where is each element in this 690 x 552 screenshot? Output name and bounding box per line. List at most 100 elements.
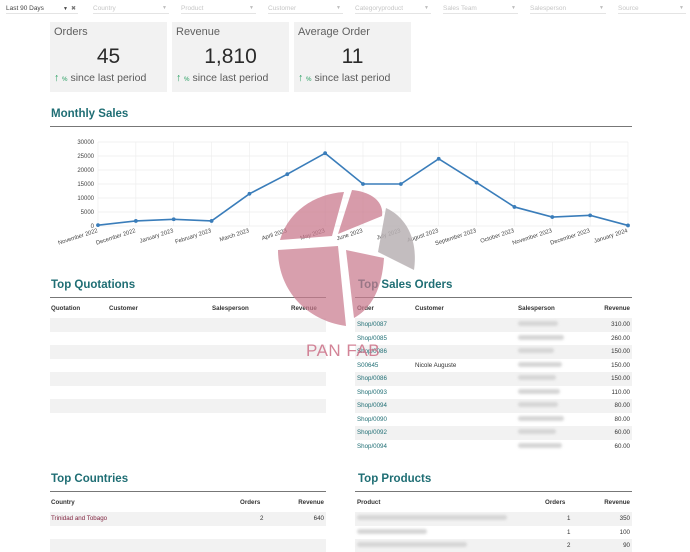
table-row[interactable]: Shop/0090 80.00 [355, 413, 632, 427]
x-tick-label: December 2023 [550, 228, 591, 246]
y-tick-label: 5000 [81, 210, 95, 216]
customer-name: Nicole Auguste [415, 361, 457, 369]
x-tick-label: November 2022 [58, 228, 99, 246]
country-link[interactable]: Trinidad and Tobago [51, 515, 108, 522]
y-tick-label: 0 [91, 224, 95, 230]
table-row[interactable] [50, 399, 326, 413]
customer-filter[interactable]: Customer ▼ [268, 3, 343, 14]
revenue-value: 80.00 [614, 402, 630, 409]
table-row[interactable] [50, 318, 326, 332]
order-link[interactable]: Shop/0093 [357, 388, 387, 396]
table-row[interactable]: Shop/0086 150.00 [355, 372, 632, 386]
order-link[interactable]: S00645 [357, 361, 379, 369]
table-row[interactable] [50, 345, 326, 359]
data-point[interactable] [436, 156, 441, 161]
order-link[interactable]: Shop/0090 [357, 415, 387, 423]
column-header[interactable]: Orders [545, 499, 566, 506]
column-header[interactable]: Salesperson [212, 305, 249, 312]
data-point[interactable] [209, 219, 214, 223]
table-row[interactable] [50, 359, 326, 373]
data-point[interactable] [133, 219, 138, 223]
order-link[interactable]: Shop/0092 [357, 429, 387, 436]
product-name-redacted [357, 528, 427, 534]
order-link[interactable]: Shop/0086 [357, 375, 387, 382]
table-row[interactable]: Shop/0093 110.00 [355, 386, 632, 400]
kpi-card-orders[interactable]: Orders 45 ↑ % since last period [50, 22, 167, 92]
table-row[interactable]: Trinidad and Tobago 2 640 [50, 512, 326, 526]
data-point[interactable] [323, 151, 328, 156]
table-row[interactable] [50, 413, 326, 427]
salesperson-filter-placeholder: Salesperson [530, 4, 567, 12]
product-filter[interactable]: Product ▼ [181, 3, 256, 14]
date-range-filter[interactable]: Last 90 Days ▼ ✖ [6, 3, 78, 14]
kpi-card-average-order[interactable]: Average Order 11 ↑ % since last period [294, 22, 411, 92]
order-link[interactable]: Shop/0094 [357, 402, 387, 409]
top-sales-orders-title: Top Sales Orders [358, 279, 453, 291]
chevron-down-icon: ▼ [249, 5, 254, 11]
column-header[interactable]: Revenue [298, 499, 324, 506]
orders-value: 2 [567, 542, 571, 549]
y-tick-label: 30000 [77, 140, 94, 146]
revenue-value: 260.00 [611, 334, 630, 342]
x-icon[interactable]: ✖ [70, 5, 76, 12]
column-header[interactable]: Country [51, 499, 75, 506]
source-filter[interactable]: Source ▼ [618, 3, 686, 14]
table-row[interactable]: Shop/0087 310.00 [355, 318, 632, 332]
column-header[interactable]: Orders [240, 499, 261, 506]
column-header[interactable]: Product [357, 499, 381, 506]
divider [50, 491, 326, 492]
data-point[interactable] [398, 182, 403, 186]
order-link[interactable]: Shop/0085 [357, 334, 387, 342]
column-header[interactable]: Revenue [604, 499, 630, 506]
table-row[interactable]: Shop/0094 80.00 [355, 399, 632, 413]
table-row[interactable]: 1 350 [355, 512, 632, 526]
revenue-value: 90 [623, 542, 630, 549]
top-countries-table: Country Orders Revenue Trinidad and Toba… [50, 496, 326, 552]
data-point[interactable] [474, 180, 479, 185]
country-filter[interactable]: Country ▼ [93, 3, 169, 14]
table-row[interactable]: Shop/0085 260.00 [355, 332, 632, 346]
table-row[interactable] [50, 372, 326, 386]
x-tick-label: January 2023 [139, 228, 174, 245]
column-header[interactable]: Customer [415, 305, 444, 312]
order-link[interactable]: Shop/0086 [357, 348, 387, 355]
table-row[interactable] [50, 332, 326, 346]
category-filter[interactable]: Categoryproduct ▼ [355, 3, 431, 14]
table-row[interactable]: 1 100 [355, 526, 632, 540]
table-row[interactable]: S00645 Nicole Auguste 150.00 [355, 359, 632, 373]
divider [355, 297, 632, 298]
table-row[interactable]: Shop/0094 60.00 [355, 440, 632, 454]
column-header[interactable]: Salesperson [518, 305, 555, 312]
data-point[interactable] [550, 215, 555, 219]
table-row[interactable]: 2 90 [355, 539, 632, 552]
table-row[interactable]: Shop/0086 150.00 [355, 345, 632, 359]
table-row[interactable]: Shop/0092 60.00 [355, 426, 632, 440]
table-row[interactable] [50, 539, 326, 552]
data-point[interactable] [285, 172, 290, 177]
data-point[interactable] [247, 191, 252, 196]
y-tick-label: 15000 [77, 182, 94, 188]
chevron-down-icon: ▼ [162, 5, 167, 11]
product-name-redacted [357, 542, 467, 547]
column-header[interactable]: Revenue [291, 305, 317, 312]
data-point[interactable] [512, 205, 517, 209]
order-link[interactable]: Shop/0087 [357, 321, 387, 328]
column-header[interactable]: Customer [109, 305, 138, 312]
column-header[interactable]: Revenue [604, 305, 630, 312]
orders-value: 2 [260, 515, 264, 522]
data-point[interactable] [361, 182, 365, 186]
data-point[interactable] [626, 223, 630, 228]
data-point[interactable] [96, 223, 100, 228]
x-tick-label: September 2023 [435, 228, 478, 247]
top-products-title: Top Products [358, 473, 432, 485]
sales-team-filter[interactable]: Sales Team ▼ [443, 3, 518, 14]
revenue-value: 110.00 [611, 388, 630, 396]
salesperson-filter[interactable]: Salesperson ▼ [530, 3, 606, 14]
table-row[interactable] [50, 386, 326, 400]
table-row[interactable] [50, 526, 326, 540]
column-header[interactable]: Quotation [51, 305, 81, 312]
kpi-card-revenue[interactable]: Revenue 1,810 ↑ % since last period [172, 22, 289, 92]
data-point[interactable] [588, 213, 593, 218]
data-point[interactable] [171, 217, 176, 222]
order-link[interactable]: Shop/0094 [357, 442, 387, 450]
